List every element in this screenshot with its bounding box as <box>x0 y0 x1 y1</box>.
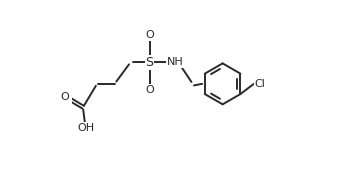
Text: S: S <box>145 56 153 69</box>
Text: O: O <box>145 30 154 40</box>
Text: O: O <box>145 85 154 95</box>
Text: NH: NH <box>167 57 183 67</box>
Text: OH: OH <box>77 123 95 133</box>
Text: Cl: Cl <box>254 79 265 89</box>
Text: O: O <box>61 92 69 103</box>
